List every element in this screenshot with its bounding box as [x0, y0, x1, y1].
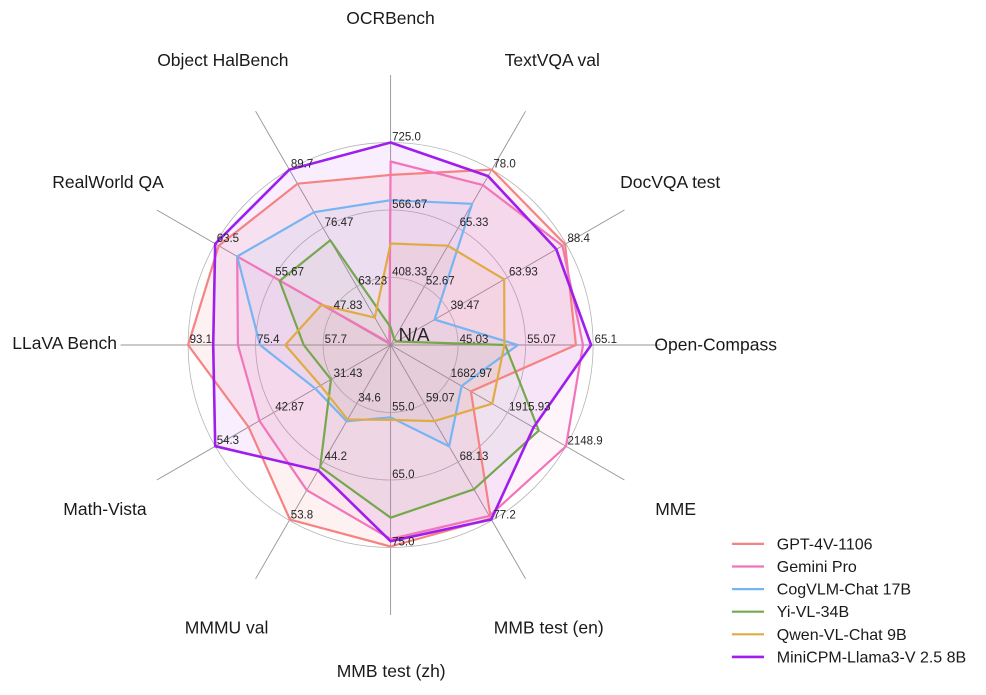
svg-text:57.7: 57.7 [325, 334, 347, 346]
svg-text:77.2: 77.2 [493, 509, 515, 521]
svg-text:68.13: 68.13 [460, 451, 489, 463]
svg-text:78.0: 78.0 [493, 159, 515, 171]
svg-text:MMMU val: MMMU val [185, 617, 269, 637]
svg-text:45.03: 45.03 [460, 334, 489, 346]
svg-text:408.33: 408.33 [392, 267, 427, 279]
svg-text:2148.9: 2148.9 [568, 435, 603, 447]
svg-text:75.4: 75.4 [257, 334, 280, 346]
svg-text:34.6: 34.6 [358, 393, 380, 405]
svg-text:39.47: 39.47 [451, 300, 480, 312]
svg-text:65.1: 65.1 [595, 334, 617, 346]
svg-text:44.2: 44.2 [325, 451, 347, 463]
svg-text:TextVQA val: TextVQA val [505, 50, 600, 70]
svg-text:1915.93: 1915.93 [509, 402, 551, 414]
svg-text:Object HalBench: Object HalBench [157, 50, 288, 70]
svg-text:MME: MME [655, 499, 696, 519]
svg-text:Yi-VL-34B: Yi-VL-34B [777, 604, 849, 621]
svg-text:MMB test (zh): MMB test (zh) [337, 661, 446, 681]
svg-text:65.33: 65.33 [460, 217, 489, 229]
svg-text:566.67: 566.67 [392, 199, 427, 211]
svg-text:Qwen-VL-Chat 9B: Qwen-VL-Chat 9B [777, 627, 907, 644]
svg-text:N/A: N/A [399, 324, 431, 345]
svg-text:55.07: 55.07 [527, 334, 556, 346]
svg-text:52.67: 52.67 [426, 276, 455, 288]
svg-text:55.67: 55.67 [275, 267, 304, 279]
svg-text:DocVQA test: DocVQA test [620, 172, 720, 192]
svg-text:54.3: 54.3 [217, 435, 239, 447]
svg-text:89.7: 89.7 [291, 159, 313, 171]
svg-text:59.07: 59.07 [426, 393, 455, 405]
svg-text:42.87: 42.87 [275, 402, 304, 414]
svg-text:LLaVA Bench: LLaVA Bench [12, 333, 117, 353]
svg-text:63.93: 63.93 [509, 267, 538, 279]
svg-text:MiniCPM-Llama3-V 2.5 8B: MiniCPM-Llama3-V 2.5 8B [777, 649, 966, 666]
svg-text:63.23: 63.23 [358, 276, 387, 288]
svg-text:MMB test (en): MMB test (en) [494, 617, 604, 637]
svg-text:55.0: 55.0 [392, 402, 414, 414]
svg-text:65.0: 65.0 [392, 469, 414, 481]
svg-text:OCRBench: OCRBench [346, 8, 435, 28]
svg-text:76.47: 76.47 [325, 217, 354, 229]
svg-text:Open-Compass: Open-Compass [654, 335, 777, 355]
svg-text:53.8: 53.8 [291, 509, 313, 521]
svg-text:75.0: 75.0 [392, 537, 414, 549]
svg-text:31.43: 31.43 [334, 368, 363, 380]
svg-text:725.0: 725.0 [392, 132, 421, 144]
svg-text:93.1: 93.1 [190, 334, 212, 346]
svg-text:47.83: 47.83 [334, 300, 363, 312]
svg-text:CogVLM-Chat 17B: CogVLM-Chat 17B [777, 582, 911, 599]
svg-text:RealWorld QA: RealWorld QA [52, 172, 164, 192]
svg-text:Math-Vista: Math-Vista [63, 499, 147, 519]
svg-text:1682.97: 1682.97 [451, 368, 493, 380]
svg-text:Gemini Pro: Gemini Pro [777, 559, 857, 576]
svg-text:GPT-4V-1106: GPT-4V-1106 [777, 536, 873, 553]
svg-text:63.5: 63.5 [217, 233, 239, 245]
svg-text:88.4: 88.4 [568, 233, 591, 245]
